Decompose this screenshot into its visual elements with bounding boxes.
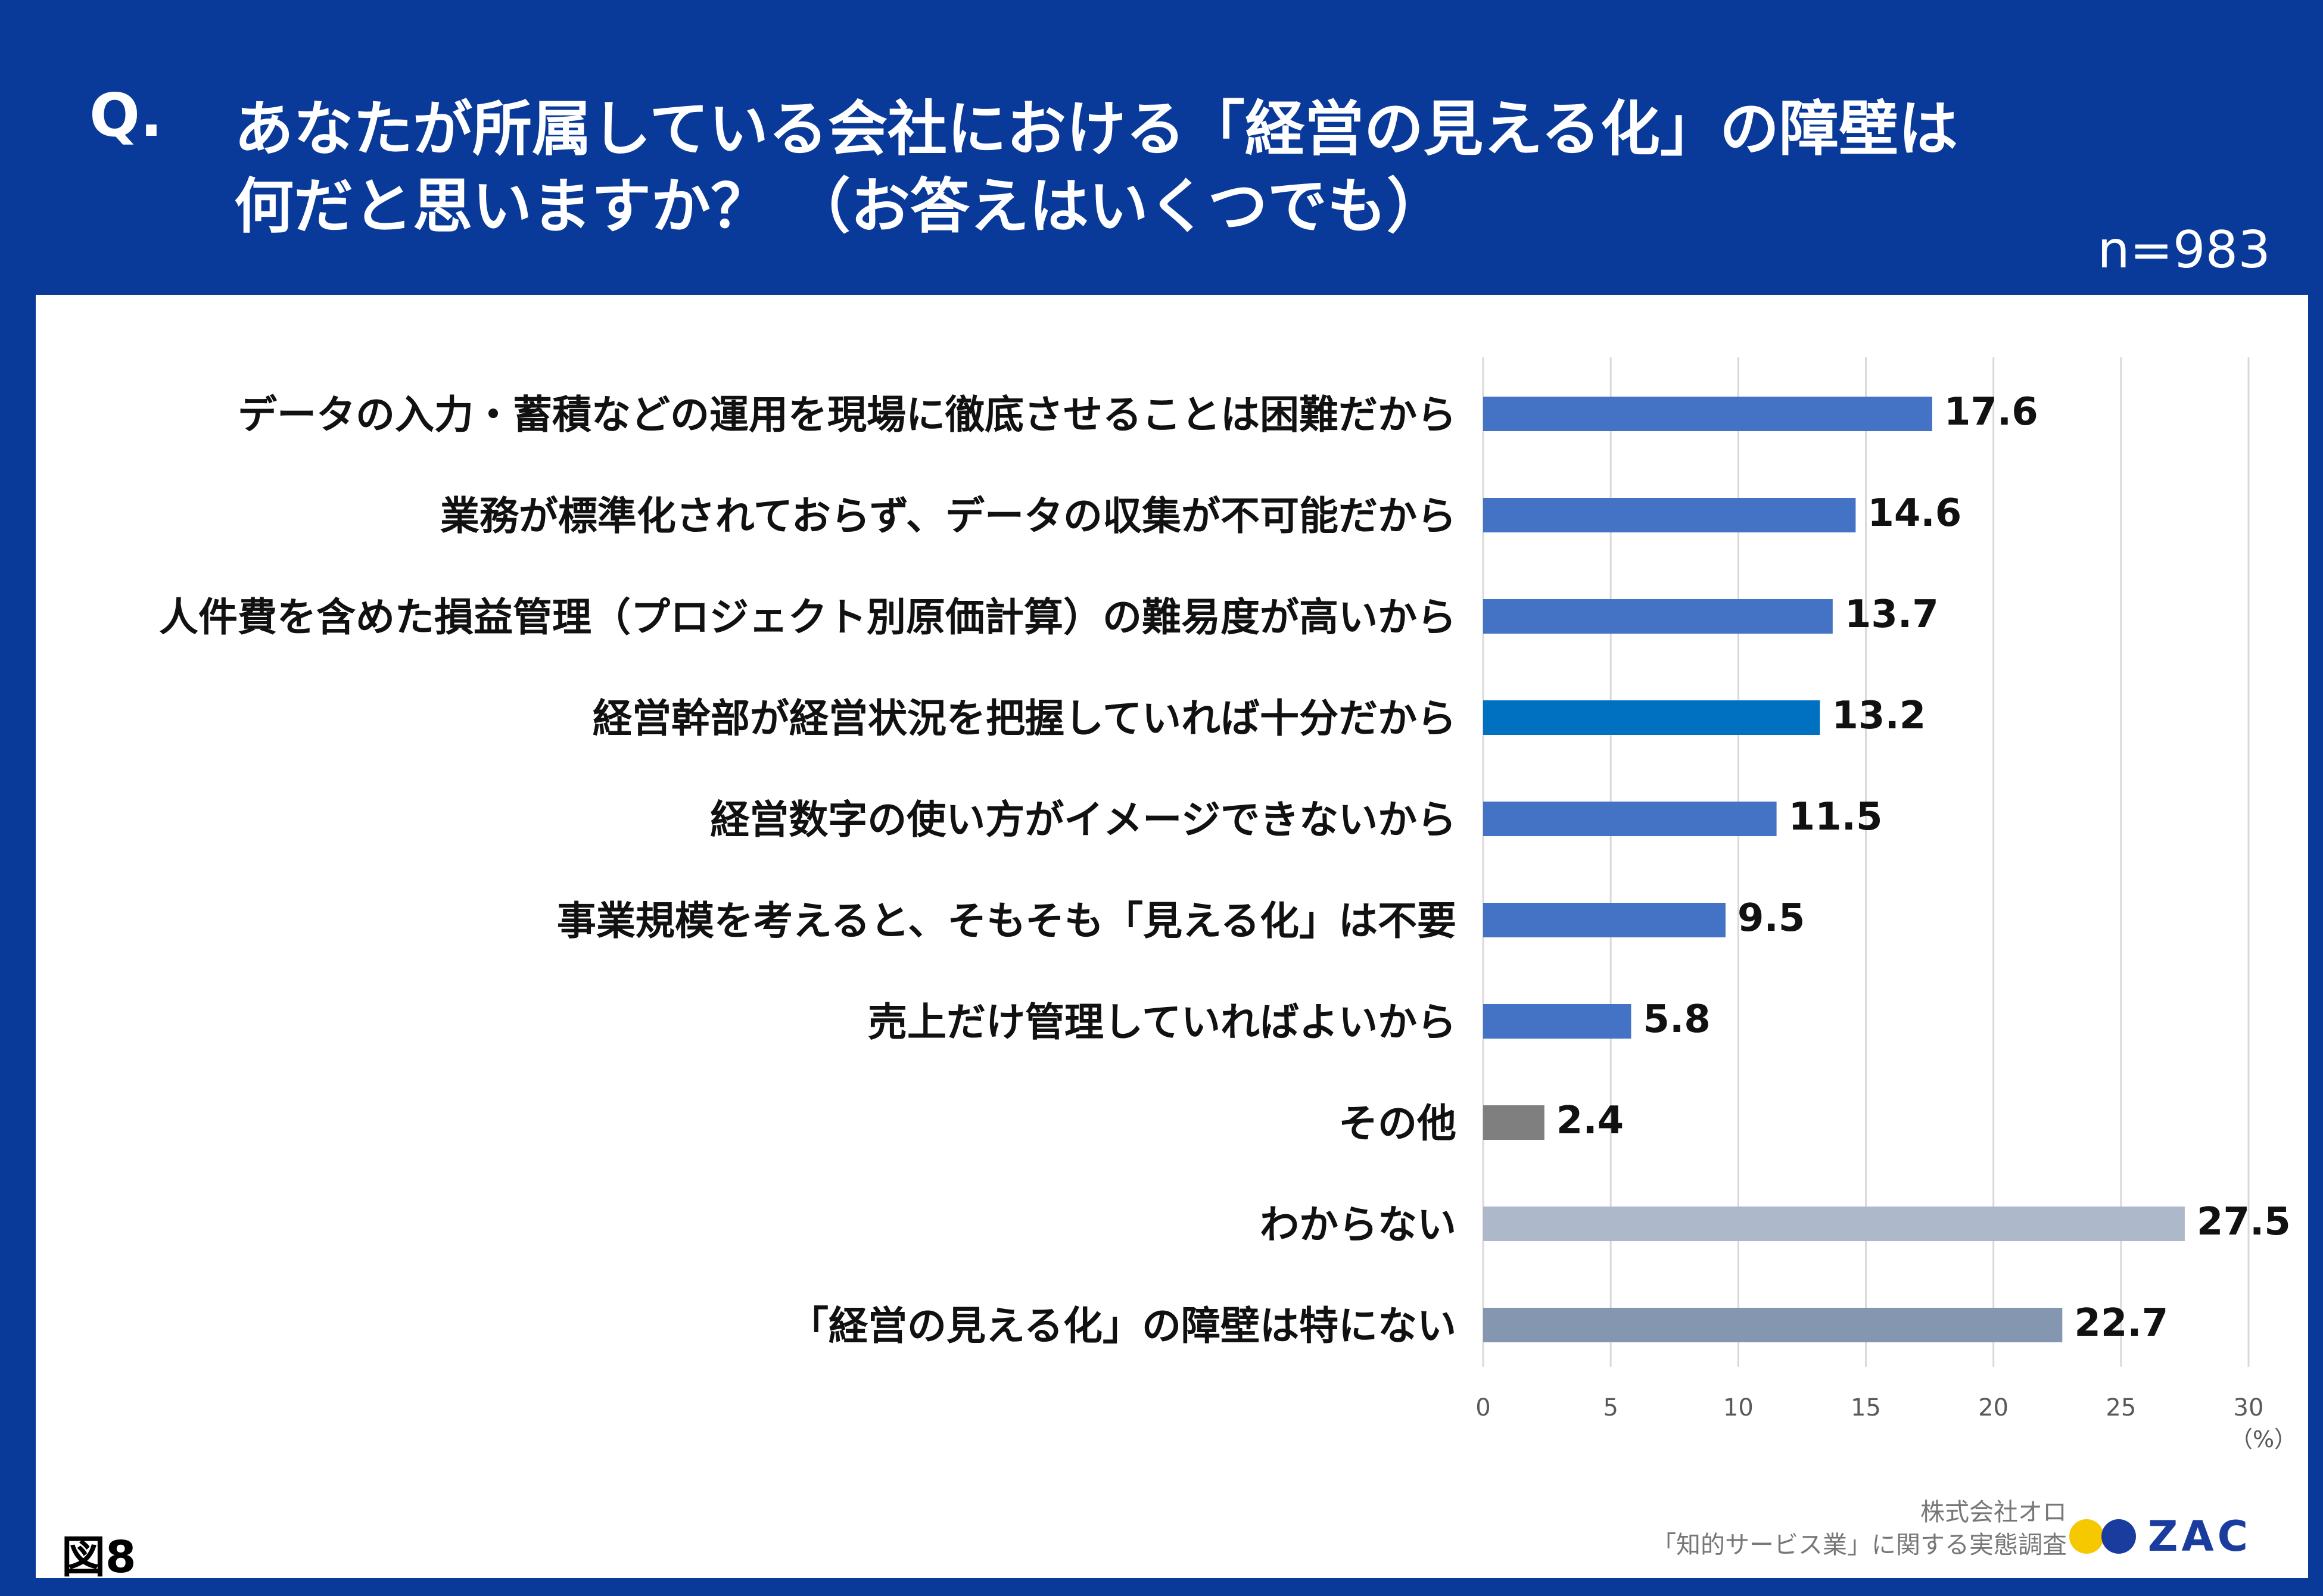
x-tick-label: 0: [1475, 1394, 1490, 1422]
bar: [1483, 802, 1777, 836]
data-label: 11.5: [1789, 795, 1883, 839]
category-label: データの入力・蓄積などの運用を現場に徹底させることは困難だから: [238, 392, 1456, 438]
x-tick-label: 10: [1723, 1394, 1754, 1422]
data-label: 17.6: [1944, 390, 2038, 434]
zac-logo: ZAC: [2069, 1512, 2252, 1561]
bar: [1483, 1207, 2185, 1241]
bar: [1483, 700, 1820, 735]
data-label: 14.6: [1867, 491, 1961, 535]
data-label: 13.7: [1845, 593, 1939, 637]
logo-blue-dot-icon: [2101, 1519, 2136, 1554]
x-tick-label: 20: [1978, 1394, 2009, 1422]
question-text-line1: あなたが所属している会社における「経営の見える化」の障壁は: [234, 94, 1958, 164]
category-label: 業務が標準化されておらず、データの収集が不可能だから: [440, 493, 1456, 539]
category-label: 経営数字の使い方がイメージできないから: [710, 797, 1456, 843]
credit-company: 株式会社オロ: [1920, 1498, 2067, 1526]
bar: [1483, 903, 1726, 937]
data-label: 27.5: [2197, 1200, 2291, 1244]
x-tick-label: 15: [1851, 1394, 1881, 1422]
category-label: その他: [1338, 1101, 1456, 1146]
x-tick-label: 30: [2234, 1394, 2264, 1422]
header: Q. あなたが所属している会社における「経営の見える化」の障壁は 何だと思います…: [0, 0, 2323, 295]
question-text-line2: 何だと思いますか？ （お答えはいくつでも）: [234, 172, 1446, 241]
category-label: 経営幹部が経営状況を把握していれば十分だから: [593, 696, 1456, 741]
question-label: Q.: [89, 80, 163, 150]
data-label: 9.5: [1737, 896, 1805, 940]
data-label: 22.7: [2074, 1301, 2168, 1345]
x-tick-label: 25: [2106, 1394, 2136, 1422]
category-label: 事業規模を考えると、そもそも「見える化」は不要: [557, 898, 1456, 944]
bar: [1483, 1105, 1544, 1140]
category-label: 人件費を含めた損益管理（プロジェクト別原価計算）の難易度が高いから: [159, 594, 1456, 640]
category-label: わからない: [1260, 1202, 1456, 1248]
bar: [1483, 599, 1833, 634]
bar: [1483, 1004, 1631, 1039]
bar: [1483, 1308, 2063, 1342]
data-label: 5.8: [1643, 998, 1710, 1042]
figure-label: 図8: [61, 1532, 136, 1583]
data-label: 2.4: [1556, 1099, 1624, 1143]
data-label: 13.2: [1832, 694, 1926, 738]
x-tick-label: 5: [1603, 1394, 1618, 1422]
x-unit-label: （%）: [2230, 1426, 2297, 1452]
logo-yellow-dot-icon: [2069, 1519, 2104, 1554]
credit: 株式会社オロ 「知的サービス業」に関する実態調査: [1652, 1496, 2067, 1561]
bar-chart: 0 5 10 15 20 25 30 （%） データの入力・蓄積などの運用を現場に徹底させること…: [159, 357, 2297, 1452]
chart-panel: 0 5 10 15 20 25 30 （%） データの入力・蓄積などの運用を現場に徹底させること…: [36, 295, 2308, 1583]
bar: [1483, 397, 1932, 431]
credit-survey: 「知的サービス業」に関する実態調査: [1652, 1530, 2067, 1559]
category-label: 売上だけ管理していればよいから: [868, 999, 1456, 1045]
category-label: 「経営の見える化」の障壁は特にない: [789, 1303, 1456, 1349]
bar: [1483, 498, 1856, 532]
sample-size: n=983: [2097, 220, 2271, 280]
logo-text: ZAC: [2147, 1512, 2252, 1561]
